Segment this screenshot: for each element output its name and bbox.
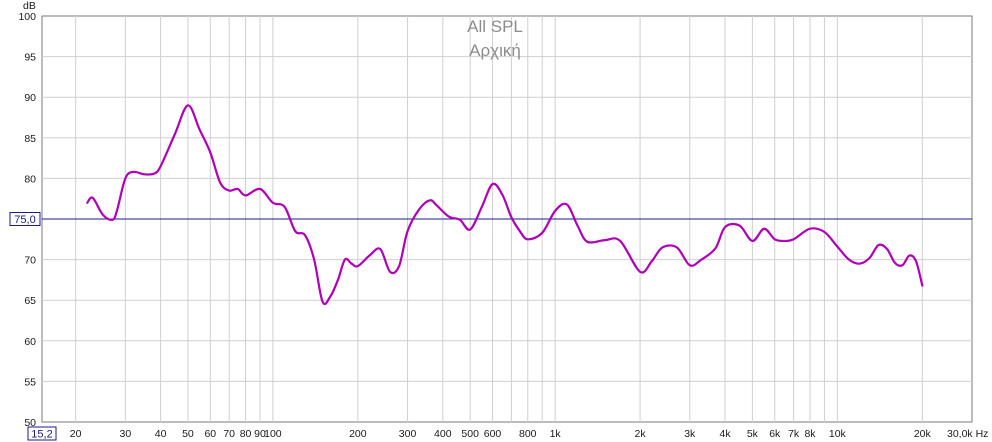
x-start-marker: 15,2 [27,426,57,441]
x-tick-label: 500 [461,428,479,440]
y-tick-label: 90 [24,92,36,104]
x-tick-label: 300 [399,428,417,440]
x-tick-label: 80 [240,428,252,440]
y-tick-label: 55 [24,376,36,388]
chart-subtitle: Αρχική [469,41,521,60]
y-tick-label: 50 [24,417,36,429]
y-tick-label: 95 [24,52,36,64]
x-tick-label: 7k [788,428,800,440]
x-tick-label: 800 [519,428,537,440]
x-axis-ticks: 20 30 40 50 60 70 80 100 200 300 400 500 600 800 1k 2k 3… [70,428,989,440]
reference-label-box [9,212,41,226]
x-tick-label: 8k [804,428,816,440]
y-tick-label: 60 [24,336,36,348]
y-tick-label: 85 [24,133,36,145]
spl-series-line [86,104,924,306]
y-axis-label: dB [23,0,36,12]
x-tick-label: 30,0k Hz [947,428,988,440]
x-tick-label: 3k [684,428,696,440]
x-tick-label: 400 [434,428,452,440]
y-tick-label: 100 [18,11,36,23]
x-tick-label: 20k [914,428,932,440]
x-tick-label: 20 [70,428,82,440]
x-tick-label: 4k [719,428,731,440]
x-tick-label: 30 [119,428,131,440]
x-tick-label: 40 [155,428,167,440]
x-tick-label: 2k [635,428,647,440]
x-tick-label: 50 [182,428,194,440]
x-tick-label: 1k [550,428,562,440]
x-tick-label: 5k [747,428,759,440]
y-tick-label: 70 [24,255,36,267]
reference-line-label: 75,0 [14,214,35,226]
series-group [86,104,924,306]
x-start-label: 15,2 [31,429,52,441]
y-tick-label: 65 [24,295,36,307]
x-tick-label: 10k [829,428,847,440]
reference-line-group: 75,0 [9,212,972,226]
x-tick-label: 90 [254,428,266,440]
x-tick-label: 600 [484,428,502,440]
chart-title: All SPL [467,17,523,36]
x-tick-label: 70 [223,428,235,440]
y-tick-label: 80 [24,173,36,185]
x-tick-label: 60 [204,428,216,440]
x-tick-label: 200 [349,428,367,440]
x-tick-label: 6k [769,428,781,440]
x-tick-label: 100 [264,428,282,440]
